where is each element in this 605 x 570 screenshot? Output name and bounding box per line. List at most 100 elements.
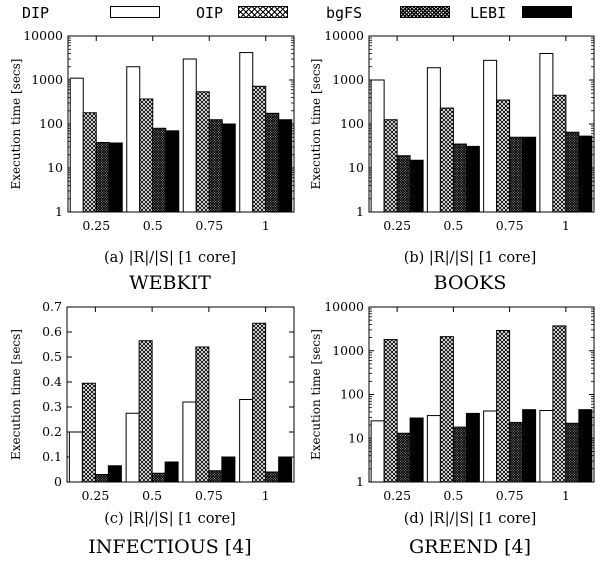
x-tick-label: 0.75: [496, 488, 524, 503]
y-tick-label: 10: [348, 430, 364, 445]
bar-oip: [139, 98, 154, 213]
y-tick-label: 0.5: [42, 349, 62, 364]
y-tick-label: 0.7: [42, 299, 62, 314]
dataset-name: GREEND [4]: [409, 536, 531, 558]
x-tick-label: 0.5: [443, 218, 463, 233]
bar-oip: [383, 339, 398, 483]
bar-oip: [195, 346, 210, 483]
bar-dip: [68, 431, 83, 483]
bar-bgfs: [509, 136, 524, 213]
bar-bgfs: [151, 472, 166, 483]
bar-bgfs: [208, 119, 223, 213]
bar-dip: [483, 59, 498, 213]
bar-lebi: [164, 461, 179, 483]
x-tick-label: 0.25: [81, 488, 109, 503]
bar-oip: [552, 94, 567, 213]
bar-bgfs: [565, 422, 580, 483]
bar-lebi: [409, 417, 424, 483]
legend-label: bgFS: [326, 4, 363, 22]
chart-caption: (c) |R|/|S| [1 core]: [104, 511, 235, 527]
y-tick-label: 0.3: [42, 399, 62, 414]
y-tick-label: 10000: [23, 28, 63, 43]
bar-dip: [539, 53, 554, 213]
bar-lebi: [107, 465, 122, 483]
bar-bgfs: [265, 471, 280, 483]
y-tick-label: 0: [54, 474, 62, 489]
x-tick-label: 0.75: [195, 488, 223, 503]
bar-dip: [239, 399, 254, 483]
bar-dip: [483, 410, 498, 483]
y-tick-label: 1: [55, 204, 63, 219]
y-tick-label: 0.2: [42, 424, 62, 439]
y-axis-label: Execution time [secs]: [9, 59, 23, 190]
bar-bgfs: [396, 155, 411, 213]
legend-swatch-white: [110, 6, 160, 18]
y-tick-label: 1: [356, 474, 364, 489]
bar-lebi: [221, 123, 236, 213]
x-tick-label: 0.5: [142, 488, 162, 503]
bar-oip: [552, 325, 567, 483]
y-tick-label: 100: [340, 116, 364, 131]
legend-swatch-dense: [400, 6, 450, 18]
bar-lebi: [165, 130, 180, 213]
bar-oip: [439, 107, 454, 213]
bar-dip: [69, 77, 84, 213]
y-tick-label: 10000: [324, 28, 364, 43]
y-axis-label: Execution time [secs]: [309, 329, 323, 460]
bar-lebi: [465, 412, 480, 483]
y-axis-label: Execution time [secs]: [9, 329, 23, 460]
y-tick-label: 1: [356, 204, 364, 219]
bar-lebi: [522, 136, 537, 213]
bar-dip: [370, 79, 385, 213]
y-tick-label: 10: [47, 160, 63, 175]
y-tick-label: 0.1: [42, 449, 62, 464]
bar-oip: [138, 340, 153, 483]
bar-oip: [82, 112, 97, 213]
bar-dip: [125, 412, 140, 483]
y-tick-label: 0.4: [42, 374, 62, 389]
bar-bgfs: [452, 143, 467, 213]
bar-dip: [126, 66, 141, 213]
bar-bgfs: [94, 474, 109, 483]
plot-frame: [66, 306, 295, 483]
bar-bgfs: [396, 432, 411, 483]
bar-dip: [426, 67, 441, 213]
x-tick-label: 1: [562, 218, 570, 233]
bar-oip: [496, 99, 511, 213]
bar-lebi: [465, 145, 480, 213]
legend-label: LEBI: [470, 4, 507, 22]
dataset-name: BOOKS: [434, 272, 507, 294]
bar-oip: [383, 119, 398, 213]
x-tick-label: 1: [262, 218, 270, 233]
x-tick-label: 0.5: [143, 218, 163, 233]
bar-lebi: [278, 456, 293, 483]
x-tick-label: 0.25: [383, 488, 411, 503]
chart-caption: (a) |R|/|S| [1 core]: [104, 250, 236, 266]
bar-bgfs: [452, 426, 467, 483]
bar-lebi: [578, 135, 593, 213]
bar-oip: [252, 322, 267, 483]
legend-swatch-black: [522, 6, 572, 18]
bar-lebi: [578, 409, 593, 483]
bar-dip: [370, 420, 385, 483]
y-tick-label: 10000: [324, 299, 364, 314]
y-tick-label: 10: [348, 160, 364, 175]
x-tick-label: 0.75: [496, 218, 524, 233]
x-tick-label: 1: [262, 488, 270, 503]
y-axis-label: Execution time [secs]: [309, 59, 323, 190]
bar-bgfs: [265, 112, 280, 213]
y-tick-label: 1000: [31, 72, 63, 87]
x-tick-label: 0.75: [195, 218, 223, 233]
y-tick-label: 0.6: [42, 324, 62, 339]
bar-oip: [439, 336, 454, 483]
bar-bgfs: [152, 127, 167, 213]
bar-oip: [81, 382, 96, 483]
bar-lebi: [409, 159, 424, 213]
bar-dip: [182, 58, 197, 213]
chart-caption: (d) |R|/|S| [1 core]: [404, 511, 537, 527]
bar-bgfs: [509, 421, 524, 483]
bar-dip: [182, 401, 197, 483]
bar-bgfs: [95, 141, 110, 213]
bar-bgfs: [565, 131, 580, 213]
